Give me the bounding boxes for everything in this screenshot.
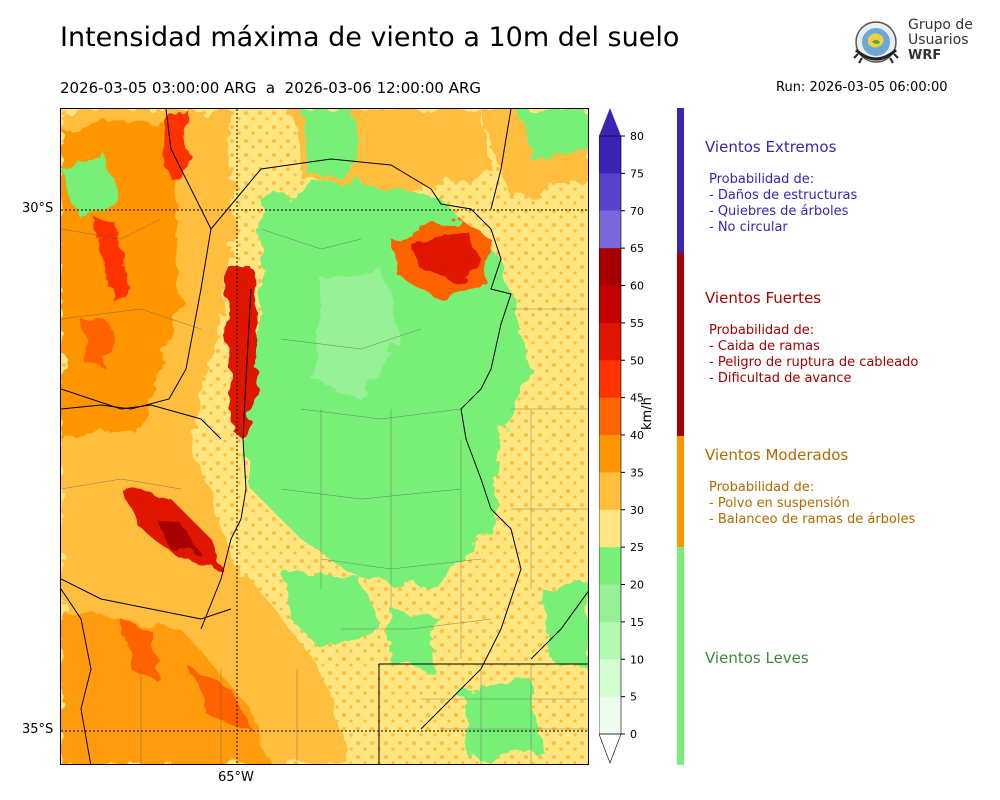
- colorbar-block: [599, 397, 621, 436]
- desc-line: - No circular: [709, 220, 788, 235]
- desc-line: - Quiebres de árboles: [709, 204, 849, 219]
- colorbar-block: [599, 136, 621, 174]
- colorbar-block: [599, 472, 621, 511]
- logo-line-2: Usuarios: [908, 32, 969, 48]
- colorbar-tick-label: 80: [630, 130, 644, 143]
- colorbar-tick-label: 70: [630, 205, 644, 218]
- colorbar-tick-label: 35: [630, 466, 644, 479]
- lat-label-35s: 35°S: [22, 722, 54, 737]
- colorbar-tick-label: 60: [630, 280, 644, 293]
- colorbar-unit-label: km/h: [640, 397, 655, 430]
- valid-period: 2026-03-05 03:00:00 ARG a 2026-03-06 12:…: [60, 79, 482, 97]
- category-moderados-desc: Probabilidad de: - Polvo en suspensión -…: [709, 480, 915, 528]
- colorbar: 80 75 70 65 60 55 50 45 40 35 30 25 20 15 10 5 0: [598, 108, 669, 765]
- lat-label-30s: 30°S: [22, 201, 54, 216]
- colorbar-tick-label: 25: [630, 541, 644, 554]
- category-moderados-title: Vientos Moderados: [705, 446, 849, 464]
- map-gridlines: [61, 109, 588, 764]
- scale-bar-leves: [677, 547, 684, 765]
- colorbar-block: [599, 659, 621, 698]
- colorbar-tick-label: 0: [630, 728, 637, 741]
- category-fuertes-desc: Probabilidad de: - Caida de ramas - Peli…: [709, 323, 918, 387]
- colorbar-tick-label: 15: [630, 616, 644, 629]
- run-time: Run: 2026-03-05 06:00:00: [776, 80, 948, 95]
- desc-line: Probabilidad de:: [709, 323, 815, 338]
- colorbar-top-arrow: [599, 108, 621, 136]
- scale-bar-moderados: [677, 436, 684, 547]
- colorbar-tick-label: 20: [630, 579, 644, 592]
- logo-line-1: Grupo de: [908, 17, 973, 33]
- colorbar-block: [599, 285, 621, 324]
- map-title: Intensidad máxima de viento a 10m del su…: [60, 22, 680, 53]
- wind-map: [60, 108, 589, 765]
- grupo-wrf-logo: Grupo de Usuarios WRF: [848, 16, 978, 72]
- desc-line: - Caida de ramas: [709, 339, 820, 354]
- category-leves-title: Vientos Leves: [705, 649, 809, 667]
- colorbar-block: [599, 435, 621, 473]
- colorbar-tick-label: 10: [630, 653, 644, 666]
- colorbar-block: [599, 696, 621, 735]
- category-extremos-desc: Probabilidad de: - Daños de estructuras …: [709, 172, 857, 236]
- colorbar-block: [599, 248, 621, 286]
- scale-bar-extremos: [677, 108, 684, 253]
- globe-icon: [853, 21, 899, 64]
- wind-map-canvas: [61, 109, 588, 764]
- colorbar-block: [599, 322, 621, 361]
- colorbar-tick-label: 75: [630, 167, 644, 180]
- colorbar-block: [599, 584, 621, 623]
- category-fuertes-title: Vientos Fuertes: [705, 289, 822, 307]
- colorbar-tick-label: 45: [630, 392, 644, 405]
- colorbar-blocks: [599, 136, 621, 735]
- desc-line: - Balanceo de ramas de árboles: [709, 512, 916, 527]
- colorbar-tick-label: 65: [630, 242, 644, 255]
- colorbar-tick-label: 40: [630, 429, 644, 442]
- colorbar-bottom-arrow: [598, 733, 622, 764]
- desc-line: Probabilidad de:: [709, 172, 815, 187]
- colorbar-block: [599, 360, 621, 399]
- logo-text: Grupo de Usuarios WRF: [908, 17, 973, 64]
- desc-line: Probabilidad de:: [709, 480, 815, 495]
- colorbar-tick-label: 55: [630, 317, 644, 330]
- colorbar-tick-label: 50: [630, 354, 644, 367]
- colorbar-tick-label: 30: [630, 504, 644, 517]
- colorbar-block: [599, 547, 621, 585]
- colorbar-block: [599, 210, 621, 249]
- colorbar-block: [599, 621, 621, 660]
- desc-line: - Polvo en suspensión: [709, 496, 850, 511]
- desc-line: - Peligro de ruptura de cableado: [709, 355, 919, 370]
- colorbar-tick-label: 5: [630, 691, 637, 704]
- desc-line: - Dificultad de avance: [709, 371, 852, 386]
- scale-bar-fuertes: [677, 253, 684, 436]
- colorbar-block: [599, 173, 621, 212]
- colorbar-block: [599, 509, 621, 548]
- desc-line: - Daños de estructuras: [709, 188, 858, 203]
- category-extremos-title: Vientos Extremos: [705, 138, 837, 156]
- logo-line-3: WRF: [908, 48, 942, 63]
- lon-label-65w: 65°W: [218, 770, 254, 785]
